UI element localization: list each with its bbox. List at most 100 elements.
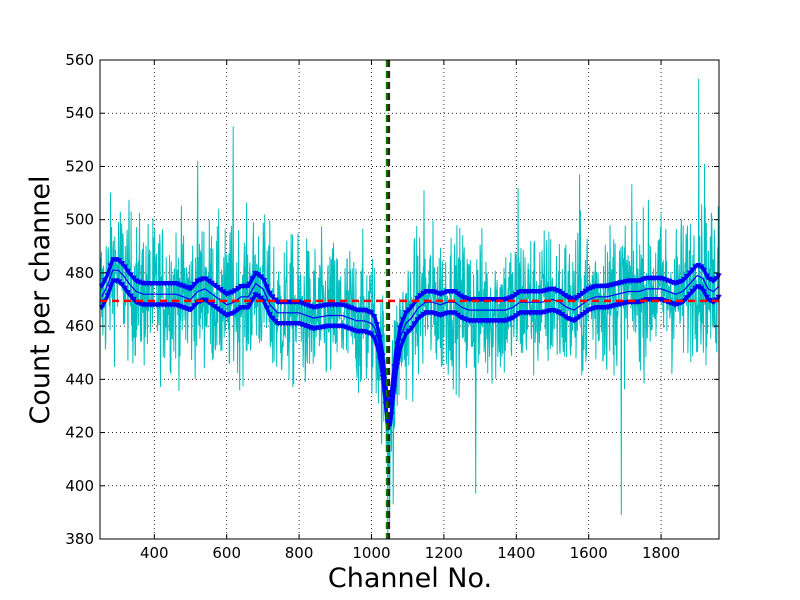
smoothed-marker — [371, 314, 378, 320]
smoothed-marker — [232, 309, 239, 316]
smoothed-marker — [695, 284, 702, 290]
smoothed-marker — [121, 285, 128, 292]
y-tick-label: 520 — [65, 157, 94, 175]
smoothed-marker — [510, 294, 517, 300]
smoothed-marker — [272, 297, 279, 304]
smoothed-marker — [208, 302, 215, 308]
smoothed-marker — [124, 268, 131, 275]
smoothed-marker — [706, 276, 713, 283]
x-axis-ticks: 400 600 800 1000 1200 1400 1600 1800 — [140, 60, 680, 562]
smoothed-marker — [677, 279, 684, 285]
smoothed-marker — [188, 306, 195, 312]
smoothed-marker — [232, 288, 239, 294]
smoothed-marker — [243, 304, 250, 311]
y-axis-title: Count per channel — [25, 175, 56, 424]
smoothed-marker — [452, 289, 459, 295]
smoothed-marker — [683, 273, 690, 280]
smoothed-marker — [399, 338, 406, 345]
smoothed-marker — [510, 315, 517, 321]
smoothed-marker — [417, 314, 424, 320]
smoothed-marker — [420, 290, 427, 297]
smoothed-marker — [217, 287, 224, 293]
smoothed-marker — [255, 272, 262, 278]
smoothed-marker — [559, 312, 566, 318]
smoothed-marker — [130, 296, 137, 303]
smoothed-marker — [211, 282, 218, 289]
smoothed-marker — [191, 303, 198, 309]
smoothed-marker — [579, 290, 586, 297]
smoothed-marker — [104, 293, 111, 299]
smoothed-marker — [211, 304, 218, 310]
smoothed-marker — [107, 284, 114, 291]
smoothed-marker — [686, 292, 693, 298]
smoothed-marker — [417, 293, 424, 299]
smoothed-marker — [249, 297, 256, 304]
smoothed-marker — [217, 308, 224, 314]
smoothed-marker — [246, 281, 253, 288]
smoothed-marker — [124, 290, 131, 296]
smoothed-marker — [116, 279, 123, 285]
smoothed-marker — [414, 295, 421, 302]
smoothed-marker — [379, 374, 386, 381]
smoothed-marker — [556, 288, 563, 295]
smoothed-marker — [263, 284, 270, 290]
smoothed-marker — [188, 285, 195, 291]
smoothed-marker — [405, 307, 412, 313]
smoothed-marker — [420, 312, 427, 318]
smoothed-marker — [573, 295, 580, 301]
smoothed-marker — [266, 290, 273, 297]
smoothed-marker — [408, 304, 415, 310]
smoothed-marker — [243, 283, 250, 290]
smoothed-marker — [689, 267, 696, 274]
smoothed-marker — [405, 328, 412, 335]
smoothed-marker — [689, 288, 696, 295]
smoothed-marker — [695, 262, 702, 269]
smoothed-marker — [119, 260, 126, 267]
smoothed-marker — [214, 285, 221, 291]
smoothed-marker — [203, 276, 210, 283]
smoothed-marker — [220, 310, 227, 317]
smoothed-marker — [272, 318, 279, 325]
smoothed-marker — [376, 335, 383, 341]
smoothed-marker — [411, 321, 418, 327]
smoothed-marker — [579, 312, 586, 318]
smoothed-marker — [706, 297, 713, 304]
x-tick-label: 800 — [285, 544, 314, 562]
smoothed-marker — [397, 325, 404, 332]
smoothed-marker — [701, 267, 708, 274]
smoothed-marker — [258, 274, 265, 280]
smoothed-marker — [559, 290, 566, 297]
smoothed-marker — [680, 277, 687, 283]
smoothed-marker — [249, 276, 256, 282]
smoothed-marker — [269, 315, 276, 322]
x-tick-label: 1200 — [425, 544, 463, 562]
smoothed-marker — [576, 293, 583, 299]
smoothed-marker — [570, 318, 577, 324]
smoothed-marker — [397, 346, 404, 353]
smoothed-marker — [234, 307, 241, 313]
smoothed-marker — [121, 264, 128, 271]
smoothed-marker — [371, 335, 378, 341]
y-tick-label: 460 — [65, 317, 94, 335]
smoothed-marker — [582, 288, 589, 295]
smoothed-marker — [373, 322, 380, 328]
smoothed-marker — [255, 293, 262, 300]
smoothed-marker — [512, 313, 519, 319]
smoothed-marker — [562, 314, 569, 320]
smoothed-marker — [208, 280, 215, 287]
y-tick-label: 380 — [65, 530, 94, 548]
smoothed-marker — [698, 285, 705, 292]
smoothed-marker — [104, 271, 111, 278]
smoothed-marker — [205, 278, 212, 285]
smoothed-marker — [116, 258, 123, 264]
smoothed-marker — [562, 293, 569, 299]
x-tick-label: 1400 — [497, 544, 535, 562]
smoothed-marker — [191, 281, 198, 288]
smoothed-marker — [220, 289, 227, 295]
smoothed-marker — [394, 341, 401, 348]
raw-spectrum-line — [99, 78, 720, 540]
y-tick-label: 480 — [65, 264, 94, 282]
smoothed-marker — [709, 278, 716, 284]
smoothed-marker — [234, 286, 241, 292]
